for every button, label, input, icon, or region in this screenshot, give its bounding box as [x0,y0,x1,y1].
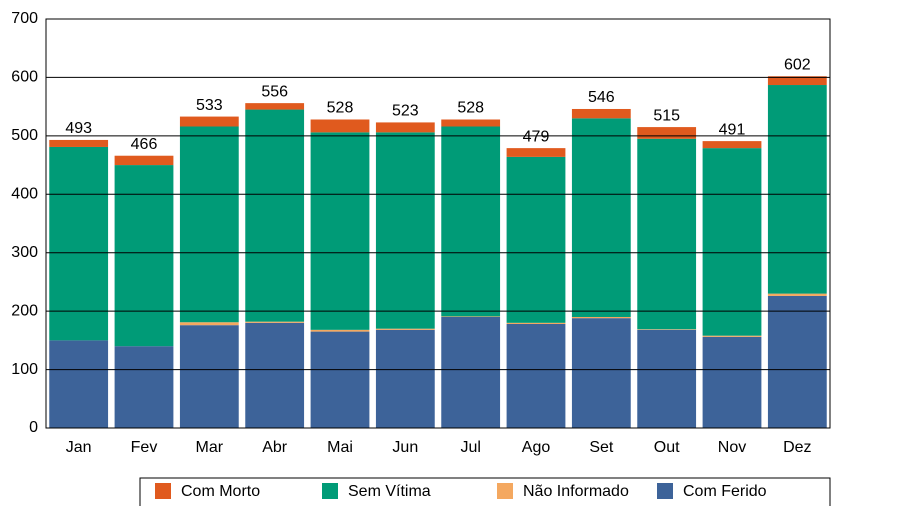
bar-segment [245,103,305,110]
y-tick-label: 200 [11,302,38,319]
x-tick-label: Dez [783,439,811,456]
x-tick-label: Out [654,439,680,456]
bar-segment [245,109,305,322]
y-tick-label: 100 [11,361,38,378]
bar-segment [49,340,109,428]
total-label: 515 [653,107,680,124]
bar-segment [245,322,305,428]
legend-swatch [497,483,513,499]
y-tick-label: 0 [29,419,38,436]
bar-segment [637,329,697,330]
bar-segment [114,155,174,166]
y-tick-label: 300 [11,244,38,261]
x-tick-label: Jun [392,439,418,456]
x-tick-label: Abr [262,439,288,456]
bar-segment [49,139,109,147]
total-label: 523 [392,103,419,120]
bar-segment [310,329,370,332]
bar-segment [767,76,827,86]
x-tick-label: Fev [131,439,158,456]
legend-label: Com Ferido [683,483,767,500]
bar-segment [767,85,827,294]
legend-swatch [657,483,673,499]
bar-segment [310,119,370,133]
bar-segment [571,108,631,119]
bar-segment [179,325,239,428]
bar-segment [506,322,566,324]
legend-box [139,477,831,506]
bar-segment [375,132,435,329]
y-tick-label: 500 [11,127,38,144]
bar-segment [375,122,435,133]
bar-segment [571,318,631,428]
bar-segment [571,316,631,319]
y-tick-label: 600 [11,69,38,86]
bar-segment [49,146,109,341]
total-label: 466 [131,136,158,153]
bar-segment [767,295,827,428]
x-tick-label: Jan [66,439,92,456]
bar-segment [310,331,370,428]
x-tick-label: Set [589,439,614,456]
x-tick-label: Jul [460,439,480,456]
bar-segment [375,328,435,330]
total-label: 479 [523,128,550,145]
y-tick-label: 400 [11,186,38,203]
total-label: 533 [196,97,223,114]
total-label: 528 [327,100,354,117]
bar-segment [245,321,305,323]
bar-segment [702,148,762,336]
plot-frame [45,18,831,429]
x-tick-label: Mar [196,439,224,456]
bar-segment [179,322,239,326]
bar-segment [637,329,697,428]
bar-segment [702,336,762,428]
bar-segment [637,138,697,330]
bar-segment [441,316,501,317]
x-tick-label: Mai [327,439,353,456]
bar-segment [506,148,566,157]
total-label: 602 [784,56,811,73]
bar-segment [506,156,566,323]
total-label: 528 [457,100,484,117]
bar-segment [571,118,631,317]
bar-segment [179,126,239,323]
bar-segment [441,119,501,127]
bar-segment [702,141,762,149]
bar-segment [441,126,501,317]
bar-segment [767,293,827,296]
bar-segment [441,316,501,428]
bar-segment [179,116,239,127]
total-label: 493 [65,120,92,137]
bar-segment [702,335,762,337]
total-label: 556 [261,83,288,100]
bar-segment [310,132,370,330]
legend-swatch [155,483,171,499]
total-label: 491 [719,121,746,138]
legend-label: Sem Vítima [348,483,431,500]
bar-segment [375,329,435,428]
y-tick-label: 700 [11,10,38,27]
bar-segment [637,127,697,139]
legend-swatch [322,483,338,499]
legend-label: Com Morto [181,483,260,500]
x-tick-label: Nov [718,439,746,456]
bar-segment [114,346,174,428]
bar-segment [114,165,174,347]
total-label: 546 [588,89,615,106]
bar-segment [506,323,566,428]
x-tick-label: Ago [522,439,551,456]
legend-label: Não Informado [523,483,629,500]
